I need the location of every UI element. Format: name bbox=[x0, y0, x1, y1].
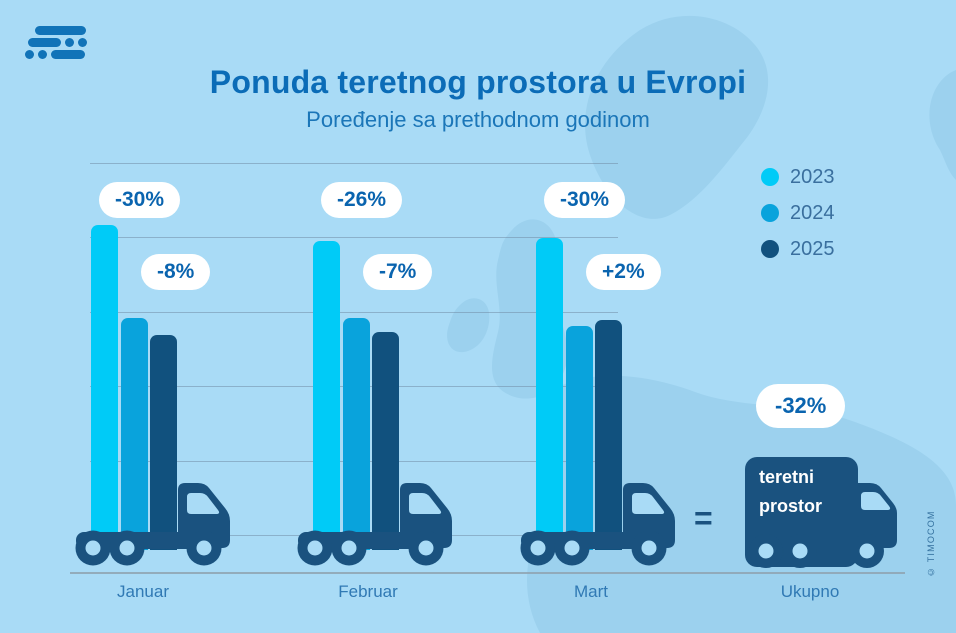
legend-item-2024: 2024 bbox=[761, 195, 835, 231]
change-badge-2025-januar: -8% bbox=[141, 254, 211, 290]
change-badge-2024-mart: -30% bbox=[544, 182, 626, 218]
x-axis-line bbox=[70, 572, 905, 574]
month-group-mart: -30% +2% bbox=[520, 0, 756, 633]
equals-sign: = bbox=[694, 500, 713, 536]
bar-2023-januar bbox=[91, 225, 118, 550]
legend-label: 2023 bbox=[790, 165, 835, 188]
legend-dot-2025 bbox=[761, 240, 779, 258]
month-group-januar: -30% -8% bbox=[75, 0, 311, 633]
page-title: Ponuda teretnog prostora u Evropi bbox=[209, 64, 747, 100]
bar-2025-januar bbox=[150, 335, 177, 550]
bar-2024-februar bbox=[343, 318, 370, 550]
timocom-logo-icon bbox=[25, 26, 89, 62]
bar-2023-mart bbox=[536, 238, 563, 550]
change-badge-2024-februar: -26% bbox=[321, 182, 403, 218]
logo-bar bbox=[51, 50, 85, 59]
logo-dot bbox=[65, 38, 74, 47]
logo-dot bbox=[38, 50, 47, 59]
bar-2024-mart bbox=[566, 326, 593, 550]
x-label-ukupno: Ukupno bbox=[780, 582, 840, 601]
change-badge-2024-januar: -30% bbox=[99, 182, 181, 218]
page-subtitle: Poređenje sa prethodnom godinom bbox=[306, 107, 650, 132]
bar-2023-februar bbox=[313, 241, 340, 550]
legend-label: 2024 bbox=[790, 201, 835, 224]
change-badge-total: -32% bbox=[756, 384, 846, 428]
legend: 2023 2024 2025 bbox=[761, 159, 835, 267]
logo-dot bbox=[78, 38, 87, 47]
logo-bar bbox=[35, 26, 86, 35]
semi-truck-icon bbox=[75, 483, 230, 566]
copyright-text: © TIMOCOM bbox=[926, 510, 936, 577]
logo-row bbox=[35, 26, 89, 35]
gridline bbox=[90, 237, 618, 238]
change-badge-2025-februar: -7% bbox=[363, 254, 433, 290]
bar-2025-mart bbox=[595, 320, 622, 550]
legend-dot-2023 bbox=[761, 168, 779, 186]
logo-dot bbox=[25, 50, 34, 59]
truck-cargo-label-line2: prostor bbox=[759, 496, 822, 516]
bar-2024-januar bbox=[121, 318, 148, 550]
logo-row bbox=[28, 38, 89, 47]
bar-2025-februar bbox=[372, 332, 399, 550]
x-label-mart: Mart bbox=[574, 582, 608, 601]
legend-label: 2025 bbox=[790, 237, 835, 260]
legend-item-2023: 2023 bbox=[761, 159, 835, 195]
month-group-februar: -26% -7% bbox=[297, 0, 533, 633]
logo-bar bbox=[28, 38, 61, 47]
legend-item-2025: 2025 bbox=[761, 231, 835, 267]
x-label-januar: Januar bbox=[117, 582, 169, 601]
change-badge-2025-mart: +2% bbox=[586, 254, 661, 290]
gridline bbox=[90, 312, 618, 313]
box-truck-icon bbox=[745, 457, 897, 568]
semi-truck-icon bbox=[297, 483, 452, 566]
x-label-februar: Februar bbox=[338, 582, 398, 601]
legend-dot-2024 bbox=[761, 204, 779, 222]
semi-truck-icon bbox=[520, 483, 675, 566]
logo-row bbox=[25, 50, 89, 59]
truck-cargo-label-line1: teretni bbox=[759, 467, 815, 487]
gridline bbox=[90, 163, 618, 164]
truck-cargo-label: teretni prostor bbox=[759, 463, 822, 521]
